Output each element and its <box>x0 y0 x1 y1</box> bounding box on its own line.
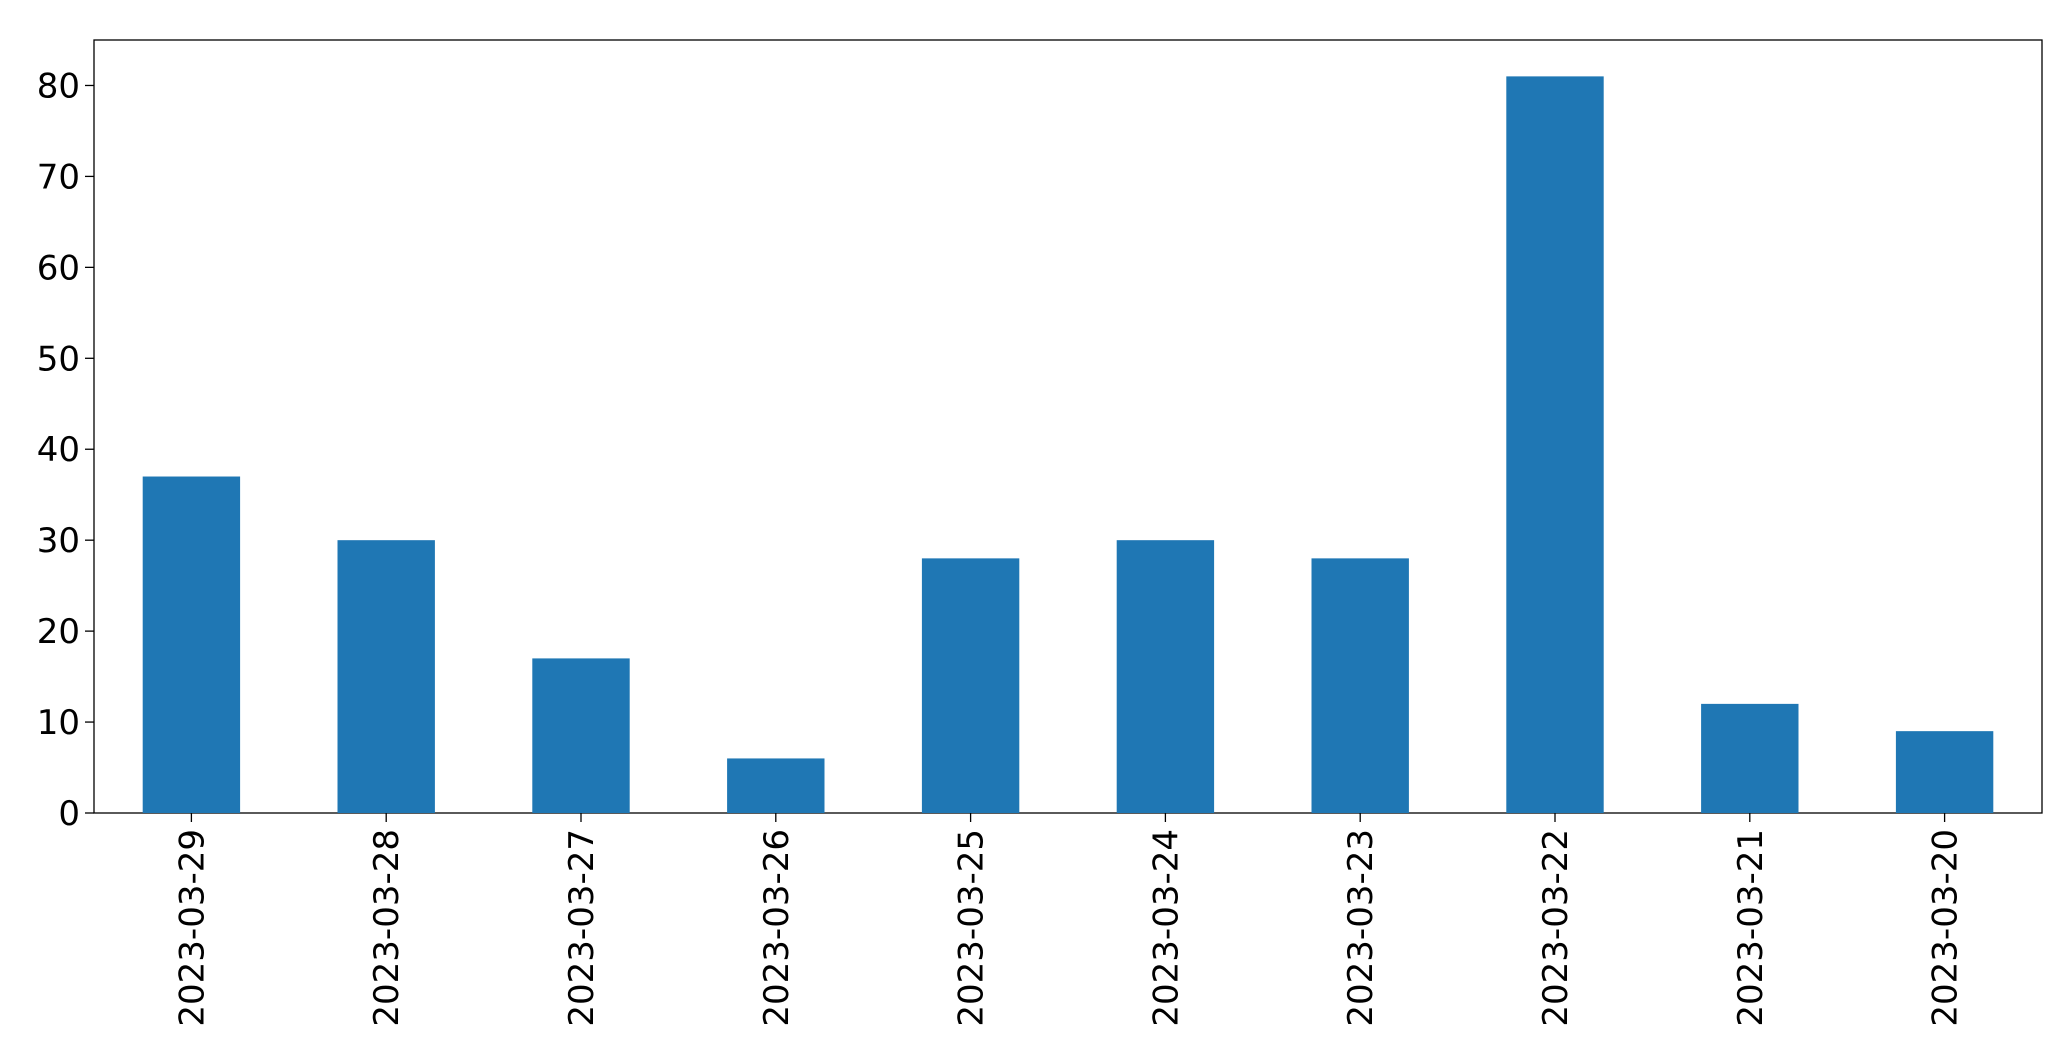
y-tick-label: 60 <box>37 248 80 288</box>
bar <box>921 558 1020 813</box>
axes-frame <box>93 39 2043 814</box>
x-tick-label: 2023-03-24 <box>1146 829 1186 1027</box>
bar <box>727 758 825 813</box>
y-tick-label: 0 <box>58 794 80 834</box>
bar <box>1701 703 1799 813</box>
y-tick-label: 10 <box>37 703 80 743</box>
bar <box>1895 731 1994 813</box>
x-tick-label: 2023-03-26 <box>757 829 797 1027</box>
y-tick-label: 50 <box>37 339 80 379</box>
bar <box>142 476 241 813</box>
x-tick-label: 2023-03-20 <box>1926 829 1966 1027</box>
bar <box>337 540 435 813</box>
x-tick-label: 2023-03-28 <box>367 829 407 1027</box>
x-tick-label: 2023-03-22 <box>1536 829 1576 1027</box>
bar <box>1116 540 1215 813</box>
bar <box>1311 558 1409 813</box>
y-tick-label: 70 <box>37 157 80 197</box>
y-tick-label: 30 <box>37 521 80 561</box>
y-tick-label: 20 <box>37 612 80 652</box>
bar <box>532 658 630 813</box>
x-tick-label: 2023-03-29 <box>172 829 212 1027</box>
y-tick-label: 40 <box>37 430 80 470</box>
x-tick-label: 2023-03-23 <box>1341 829 1381 1027</box>
x-tick-label: 2023-03-21 <box>1731 829 1771 1027</box>
bar <box>1506 76 1604 814</box>
x-tick-label: 2023-03-27 <box>562 829 602 1027</box>
x-tick-label: 2023-03-25 <box>952 829 992 1027</box>
y-tick-label: 80 <box>37 66 80 106</box>
